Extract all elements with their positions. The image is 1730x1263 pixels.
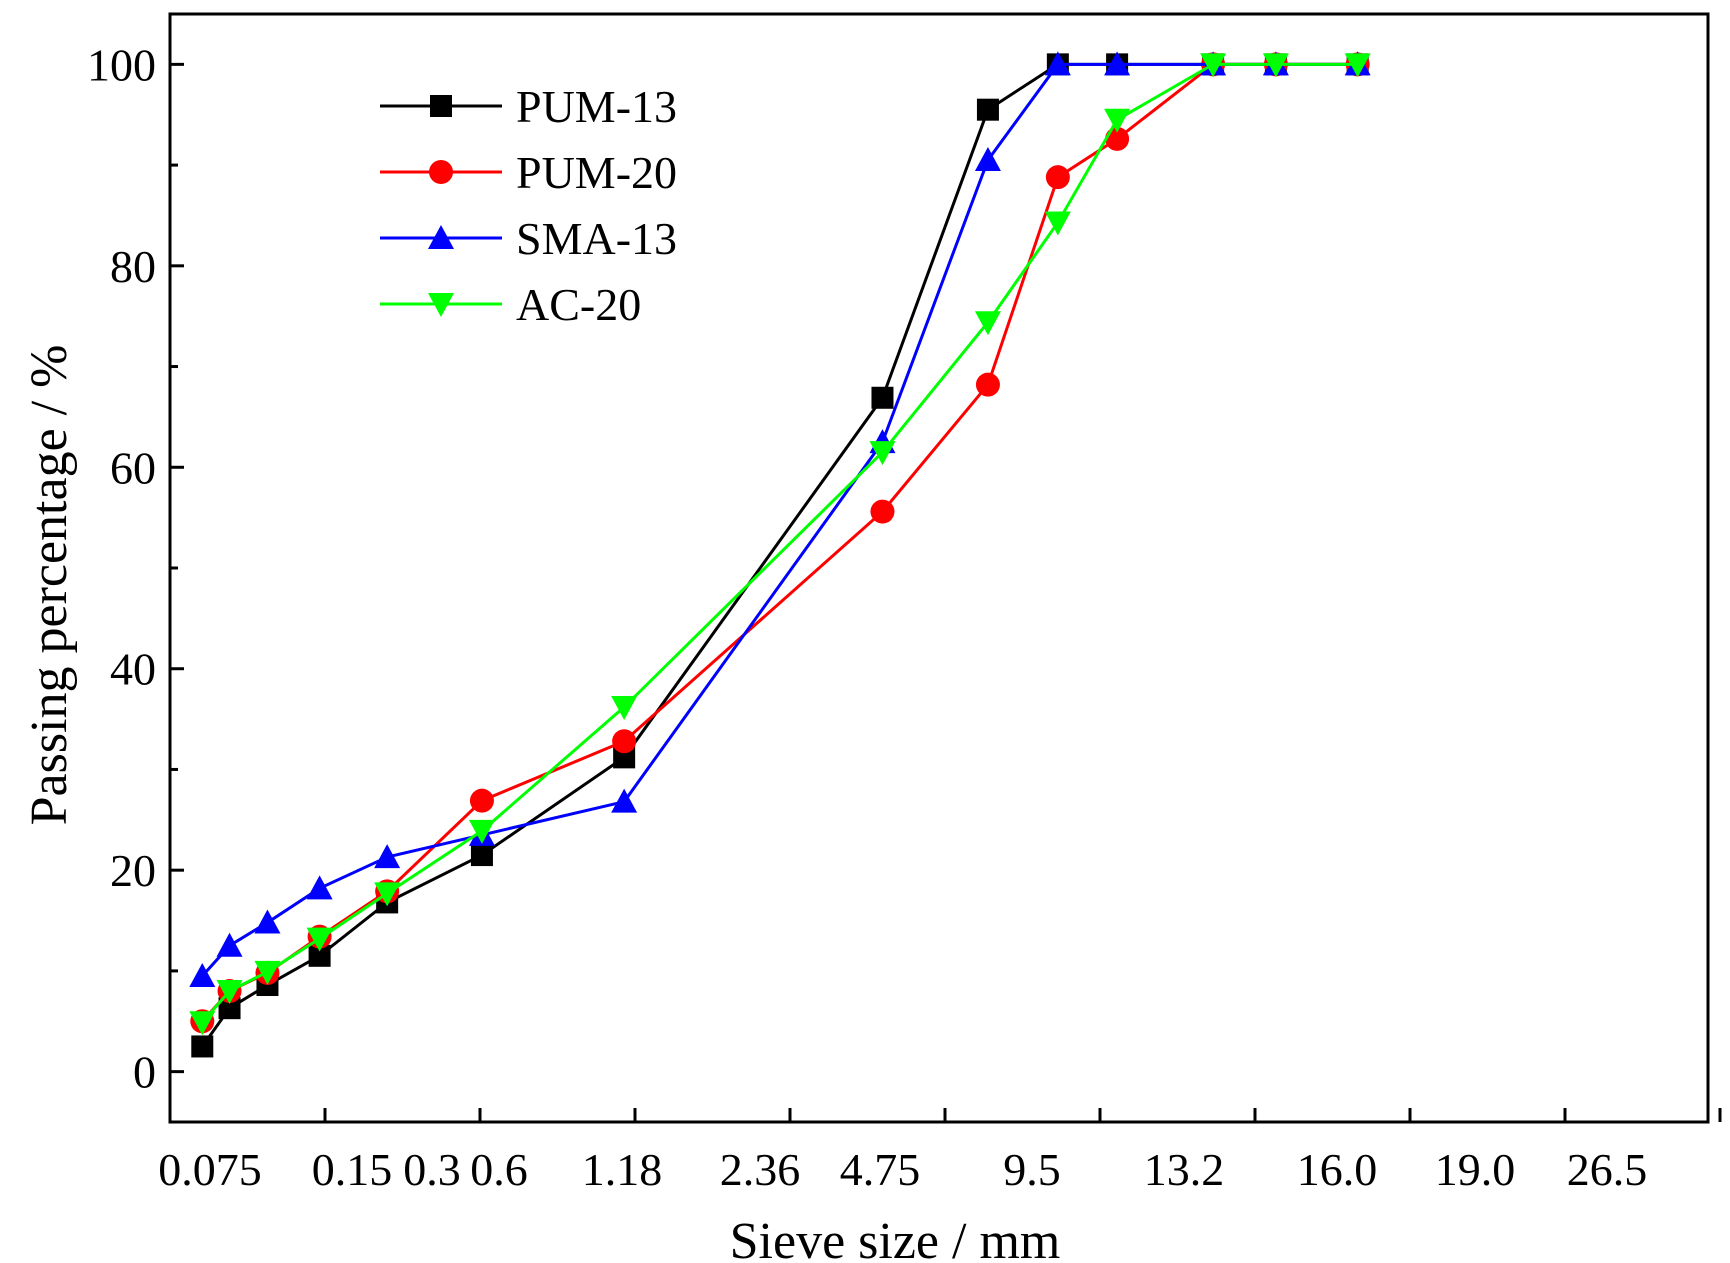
data-point bbox=[216, 932, 243, 957]
legend: PUM-13 PUM-20 SMA-13 AC-20 bbox=[380, 81, 677, 330]
data-point bbox=[1104, 108, 1131, 133]
data-point bbox=[871, 386, 894, 409]
legend-item: SMA-13 bbox=[380, 213, 677, 264]
x-tick-label: 19.0 bbox=[1435, 1144, 1516, 1195]
data-point bbox=[374, 844, 401, 869]
data-point bbox=[611, 788, 638, 813]
data-point bbox=[1200, 53, 1227, 78]
data-point bbox=[306, 927, 333, 952]
x-tick-label: 16.0 bbox=[1297, 1144, 1378, 1195]
y-axis-title: Passing percentage / % bbox=[21, 345, 78, 826]
data-point bbox=[308, 944, 331, 967]
data-point bbox=[191, 1035, 214, 1058]
legend-item: AC-20 bbox=[380, 279, 641, 330]
series-line bbox=[201, 62, 1358, 977]
legend-label: SMA-13 bbox=[516, 213, 677, 264]
data-point bbox=[612, 729, 637, 754]
data-point bbox=[254, 909, 281, 934]
data-point bbox=[611, 696, 638, 721]
data-point bbox=[870, 499, 895, 524]
data-point bbox=[975, 372, 1000, 397]
x-tick-label: 0.075 bbox=[158, 1144, 262, 1195]
series-line bbox=[201, 62, 1358, 1024]
x-tick-label: 4.75 bbox=[840, 1144, 921, 1195]
legend-marker bbox=[429, 160, 453, 184]
y-tick-label: 20 bbox=[110, 845, 156, 896]
data-point bbox=[869, 441, 896, 466]
x-tick-label: 1.18 bbox=[582, 1144, 663, 1195]
data-point bbox=[976, 98, 999, 121]
y-tick-label: 100 bbox=[87, 39, 156, 90]
data-point bbox=[189, 962, 216, 987]
data-point bbox=[189, 1011, 216, 1036]
y-tick-label: 60 bbox=[110, 442, 156, 493]
data-point bbox=[1045, 165, 1070, 190]
x-axis-title: Sieve size / mm bbox=[730, 1213, 1061, 1263]
x-tick-label: 0.6 bbox=[470, 1144, 528, 1195]
legend-item: PUM-13 bbox=[380, 81, 677, 132]
plot-frame bbox=[168, 12, 1710, 1124]
legend-label: PUM-13 bbox=[516, 81, 677, 132]
data-point bbox=[1044, 211, 1071, 236]
data-point bbox=[216, 980, 243, 1005]
data-point bbox=[1044, 51, 1071, 76]
x-tick-label: 0.15 bbox=[312, 1144, 393, 1195]
data-point bbox=[1262, 53, 1289, 78]
legend-item: PUM-20 bbox=[380, 147, 677, 198]
y-tick-label: 0 bbox=[133, 1047, 156, 1098]
data-point bbox=[470, 844, 493, 867]
series-layer bbox=[189, 51, 1371, 1058]
legend-marker bbox=[428, 225, 454, 249]
x-tick-label: 0.3 bbox=[403, 1144, 461, 1195]
y-tick-label: 40 bbox=[110, 644, 156, 695]
legend-label: AC-20 bbox=[516, 279, 641, 330]
data-point bbox=[1104, 51, 1131, 76]
data-point bbox=[374, 882, 401, 907]
y-axis: 0 20 40 60 80 100 bbox=[87, 39, 184, 1098]
legend-marker bbox=[430, 95, 452, 117]
data-point bbox=[974, 147, 1001, 172]
data-point bbox=[468, 819, 495, 844]
legend-marker bbox=[428, 293, 454, 317]
data-point bbox=[469, 788, 494, 813]
data-point bbox=[254, 960, 281, 985]
x-tick-label: 9.5 bbox=[1003, 1144, 1061, 1195]
x-tick-label: 26.5 bbox=[1567, 1144, 1648, 1195]
y-tick-label: 80 bbox=[110, 241, 156, 292]
series-ac-20 bbox=[189, 53, 1371, 1036]
x-axis: 0.075 0.15 0.3 0.6 1.18 2.36 4.75 9.5 13.2 16.0 19… bbox=[158, 1108, 1722, 1195]
data-point bbox=[974, 311, 1001, 336]
data-point bbox=[306, 875, 333, 900]
data-point bbox=[1344, 53, 1371, 78]
series-sma-13 bbox=[189, 51, 1371, 987]
data-point bbox=[218, 997, 241, 1020]
x-tick-label: 2.36 bbox=[720, 1144, 801, 1195]
legend-label: PUM-20 bbox=[516, 147, 677, 198]
x-tick-label: 13.2 bbox=[1144, 1144, 1225, 1195]
